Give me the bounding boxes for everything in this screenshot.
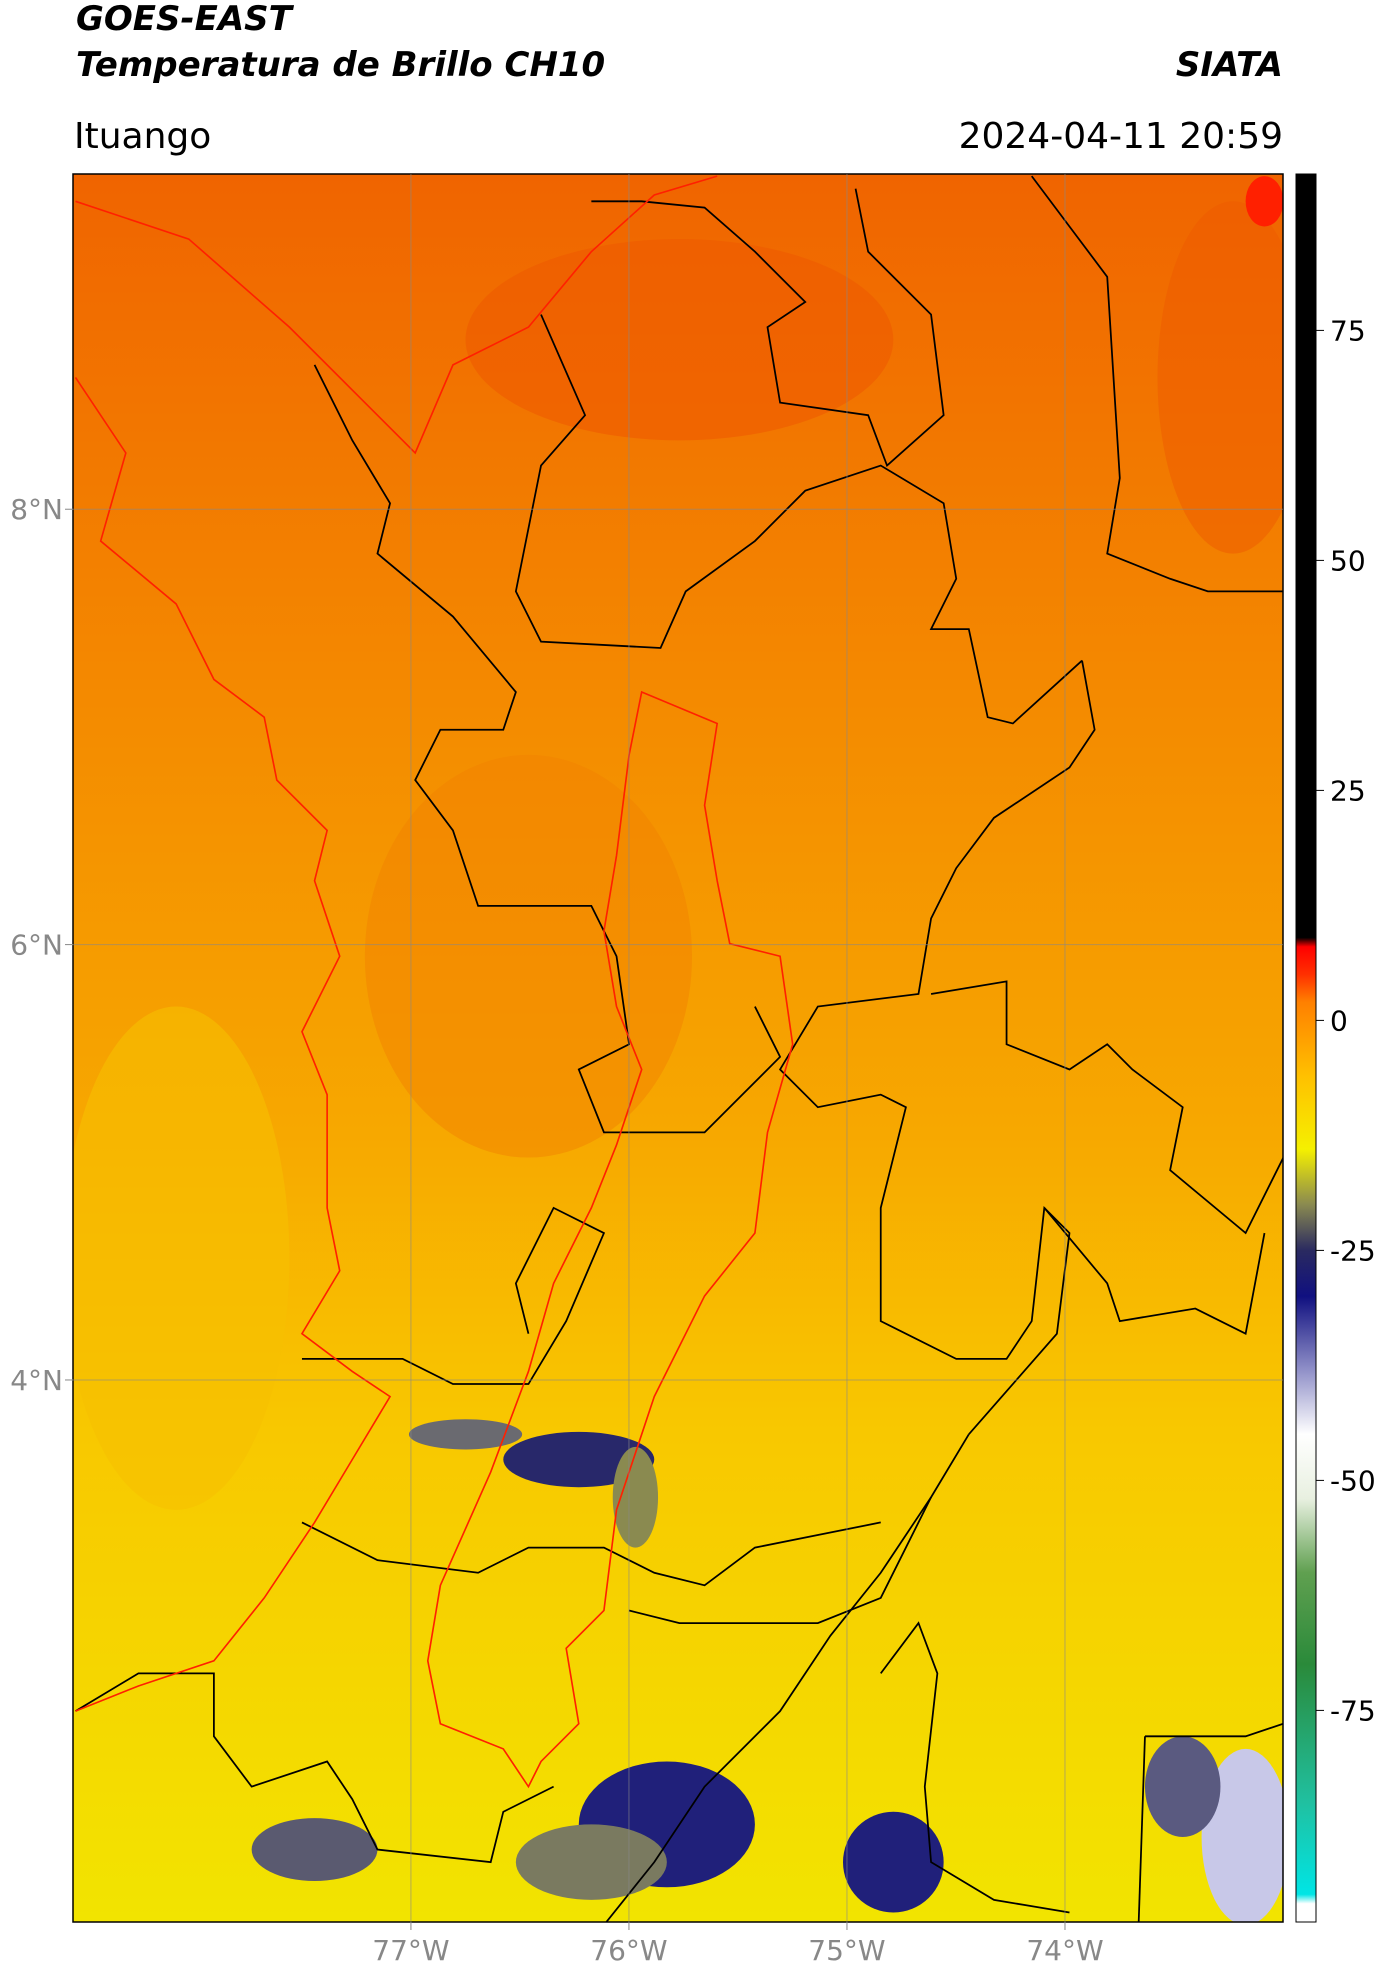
lon-tick-label: 76°W <box>590 1934 667 1967</box>
colorbar-tick-label: 50 <box>1330 544 1366 577</box>
colorbar <box>1295 173 1317 1923</box>
location: Ituango <box>74 116 211 157</box>
colorbar-tick-label: 75 <box>1330 314 1366 347</box>
imagery <box>73 176 1283 1922</box>
product-title: Temperatura de Brillo CH10 <box>76 45 605 85</box>
map-background <box>73 174 1283 1922</box>
colorbar-tick-label: -75 <box>1330 1694 1376 1727</box>
map-area <box>73 174 1283 1922</box>
lat-tick-label: 8°N <box>10 493 63 526</box>
source-title: GOES-EAST <box>76 0 295 39</box>
org-title: SIATA <box>1176 45 1283 85</box>
lon-tick-label: 75°W <box>808 1934 885 1967</box>
colorbar-tick-label: 0 <box>1330 1004 1348 1037</box>
coastline-and-basin <box>74 175 794 1789</box>
map-frame <box>72 173 1284 1923</box>
colorbar-tick-label: -50 <box>1330 1464 1376 1497</box>
colorbar-tick-label: 25 <box>1330 774 1366 807</box>
borders <box>75 175 1283 1922</box>
colorbar-tick-label: -25 <box>1330 1234 1376 1267</box>
lon-tick-label: 77°W <box>372 1934 449 1967</box>
datetime: 2024-04-11 20:59 <box>959 116 1283 157</box>
lat-tick-label: 4°N <box>10 1364 63 1397</box>
lon-tick-label: 74°W <box>1026 1934 1103 1967</box>
lat-tick-label: 6°N <box>10 929 63 962</box>
